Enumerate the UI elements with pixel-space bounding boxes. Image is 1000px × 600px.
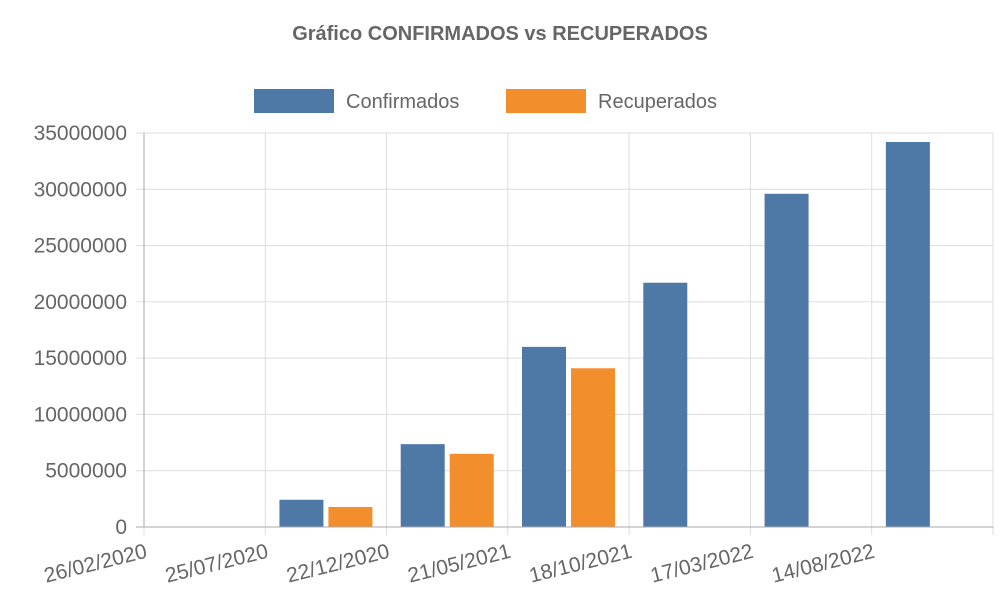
legend-label-recuperados: Recuperados [598,91,717,113]
y-tick-label: 30000000 [34,178,127,201]
y-tick-label: 0 [115,516,127,539]
x-tick-label: 25/07/2020 [163,540,271,588]
x-tick-label: 21/05/2021 [406,540,514,588]
legend-swatch-confirmados [254,89,334,113]
bar-confirmados [643,282,688,527]
legend: Confirmados Recuperados [254,89,717,113]
y-tick-label: 5000000 [45,460,127,483]
x-tick-label: 22/12/2020 [284,540,392,588]
x-tick-label: 18/10/2021 [527,540,635,588]
bar-recuperados [571,368,615,527]
legend-label-confirmados: Confirmados [346,91,459,113]
y-tick-label: 25000000 [34,235,127,258]
x-axis-ticks: 26/02/2020 25/07/2020 22/12/2020 21/05/2021… [42,540,877,588]
y-axis-ticks: 0 5000000 10000000 15000000 20000000 25000000… [34,122,127,539]
y-tick-label: 10000000 [34,403,127,426]
x-tick-label: 26/02/2020 [42,540,150,588]
bars [279,142,930,527]
bar-confirmados [764,193,809,527]
bar-confirmados [400,444,445,527]
bar-confirmados [522,346,566,527]
bar-confirmados [885,142,930,527]
x-tick-label: 14/08/2022 [769,540,877,588]
y-tick-label: 15000000 [34,347,127,370]
axes [136,133,993,528]
x-tick-label: 17/03/2022 [648,540,756,588]
bar-recuperados [328,506,373,527]
chart-title: Gráfico CONFIRMADOS vs RECUPERADOS [292,23,708,45]
y-tick-label: 20000000 [34,291,127,314]
bar-confirmados [279,499,324,527]
legend-swatch-recuperados [506,89,586,113]
bar-recuperados [449,453,494,527]
y-tick-label: 35000000 [34,122,127,145]
grid-lines [136,132,994,535]
